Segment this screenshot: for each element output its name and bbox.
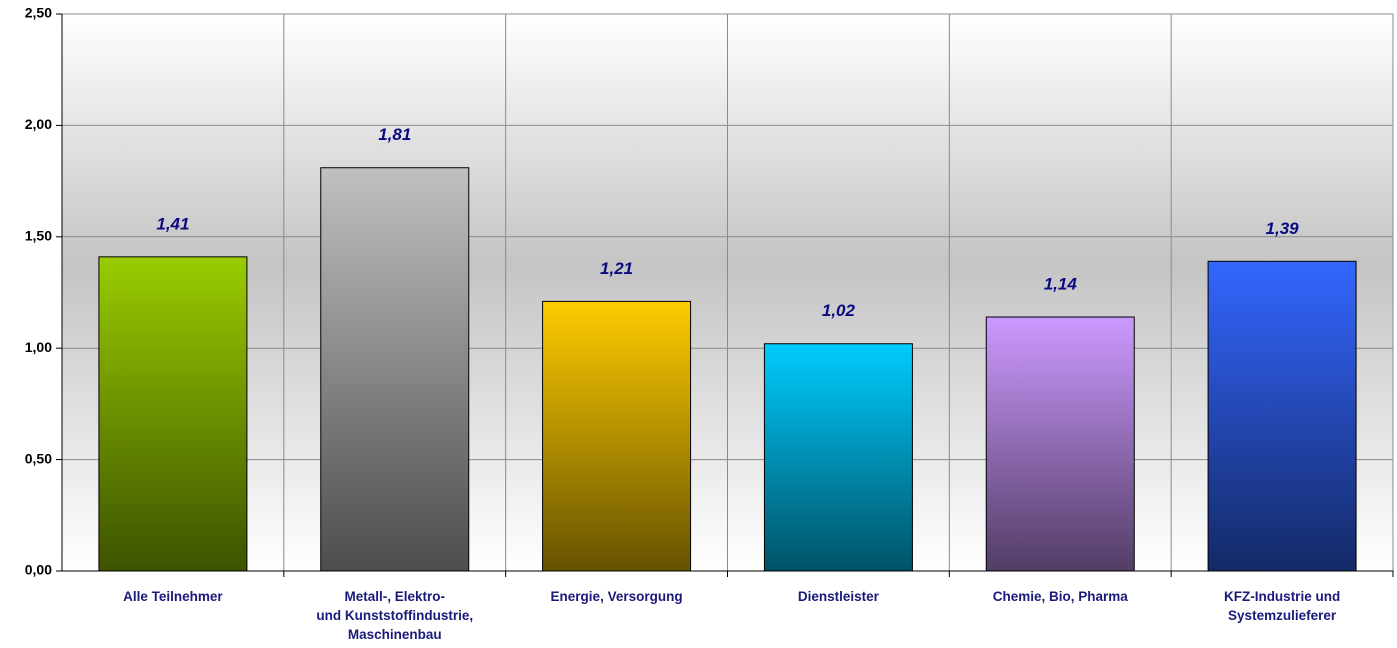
value-label: 1,81 bbox=[378, 125, 411, 144]
y-tick-label: 2,50 bbox=[25, 5, 52, 21]
x-tick-label-line: Energie, Versorgung bbox=[551, 589, 683, 604]
bar bbox=[763, 343, 913, 572]
x-tick-label: Dienstleister bbox=[798, 589, 880, 604]
bar bbox=[1207, 260, 1357, 572]
x-tick-label: Alle Teilnehmer bbox=[123, 589, 223, 604]
x-tick-label-line: Alle Teilnehmer bbox=[123, 589, 223, 604]
bar bbox=[98, 256, 248, 572]
value-label: 1,02 bbox=[822, 301, 856, 320]
x-tick-label-line: KFZ-Industrie und bbox=[1224, 589, 1340, 604]
x-tick-label-line: Metall-, Elektro- bbox=[344, 589, 445, 604]
x-tick-label: Metall-, Elektro-und Kunststoffindustrie… bbox=[316, 589, 473, 642]
bar bbox=[542, 300, 692, 572]
y-tick-label: 0,00 bbox=[25, 562, 52, 578]
x-tick-label-line: Chemie, Bio, Pharma bbox=[993, 589, 1129, 604]
value-label: 1,21 bbox=[600, 259, 633, 278]
y-tick-label: 2,00 bbox=[25, 116, 52, 132]
y-tick-label: 1,50 bbox=[25, 228, 52, 244]
y-tick-label: 0,50 bbox=[25, 450, 52, 466]
value-label: 1,41 bbox=[156, 214, 189, 233]
value-label: 1,39 bbox=[1266, 219, 1300, 238]
x-tick-label-line: Dienstleister bbox=[798, 589, 880, 604]
bar bbox=[320, 167, 470, 572]
value-label: 1,14 bbox=[1044, 274, 1078, 293]
bar bbox=[985, 316, 1135, 572]
x-tick-label-line: Systemzulieferer bbox=[1228, 608, 1337, 623]
y-tick-label: 1,00 bbox=[25, 339, 52, 355]
x-tick-label: Energie, Versorgung bbox=[551, 589, 683, 604]
x-tick-label-line: und Kunststoffindustrie, bbox=[316, 608, 473, 623]
x-tick-label: Chemie, Bio, Pharma bbox=[993, 589, 1129, 604]
x-tick-label-line: Maschinenbau bbox=[348, 627, 442, 642]
x-tick-label: KFZ-Industrie und Systemzulieferer bbox=[1224, 589, 1340, 623]
